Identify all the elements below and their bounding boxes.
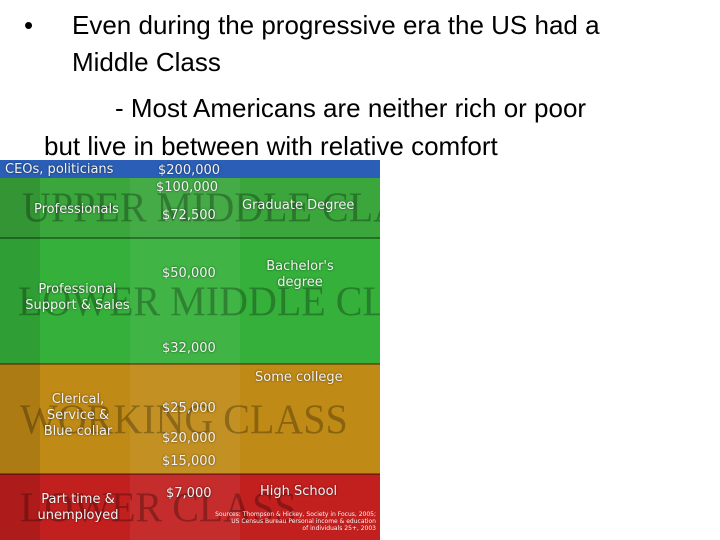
watermark-working-class: WORKING CLASS	[20, 395, 348, 444]
income-100000: $100,000	[156, 180, 219, 195]
band-upper-middle-class	[0, 178, 380, 238]
band-lower-class	[0, 474, 380, 540]
occupation-ceos: CEOs, politicians	[5, 162, 114, 177]
income-200000: $200,000	[158, 163, 221, 178]
occupation-professionals: Professionals	[34, 202, 119, 217]
bullet-icon: •	[24, 10, 34, 40]
education-high-school: High School	[260, 484, 338, 499]
occupation-part-time: Part time & unemployed	[30, 492, 126, 524]
column-shade-income	[130, 178, 240, 540]
source-note-line1: Sources: Thompson & Hickey, Society in F…	[215, 511, 376, 518]
source-note: Sources: Thompson & Hickey, Society in F…	[200, 511, 376, 532]
occupation-professional-support: Professional Support & Sales	[20, 282, 135, 314]
bullet-line-1: Even during the progressive era the US h…	[72, 10, 600, 40]
column-shade-left	[0, 178, 40, 540]
occupation-part-time-line1: Part time &	[41, 492, 115, 507]
occupation-clerical-line2: Service &	[46, 408, 110, 423]
band-lower-middle-class	[0, 238, 380, 364]
band-working-class	[0, 364, 380, 474]
divider-2	[0, 363, 380, 365]
income-32000: $32,000	[162, 341, 216, 356]
divider-3	[0, 473, 380, 475]
source-note-line3: of individuals 25+, 2003	[302, 525, 376, 532]
income-7000: $7,000	[166, 486, 212, 501]
income-72500: $72,500	[162, 208, 216, 223]
occupation-clerical-line1: Clerical,	[51, 392, 105, 407]
sub-bullet-line-1: - Most Americans are neither rich or poo…	[115, 93, 587, 123]
education-graduate: Graduate Degree	[242, 198, 355, 213]
watermark-lower-middle-class: LOWER MIDDLE CLASS	[18, 277, 380, 326]
divider-1	[0, 237, 380, 239]
education-some-college: Some college	[255, 370, 343, 385]
education-bachelors-line2: degree	[277, 275, 323, 290]
watermark-lower-class: LOWER CLASS	[20, 483, 297, 532]
occupation-clerical-line3: Blue collar	[43, 424, 113, 439]
occupation-clerical: Clerical, Service & Blue collar	[30, 392, 126, 440]
income-20000: $20,000	[162, 431, 216, 446]
education-bachelors-line1: Bachelor's	[266, 259, 334, 274]
bullet-line-2: Middle Class	[72, 47, 221, 77]
social-class-diagram: UPPER MIDDLE CLASS LOWER MIDDLE CLASS WO…	[0, 160, 380, 540]
income-25000: $25,000	[162, 401, 216, 416]
occupation-part-time-line2: unemployed	[37, 508, 119, 523]
occupation-professional-support-line2: Support & Sales	[25, 298, 130, 313]
watermark-upper-middle-class: UPPER MIDDLE CLASS	[22, 183, 380, 232]
income-15000: $15,000	[162, 454, 216, 469]
income-50000: $50,000	[162, 266, 216, 281]
occupation-professional-support-line1: Professional	[38, 282, 117, 297]
sub-bullet-line-2: but live in between with relative comfor…	[44, 131, 498, 161]
source-note-line2: US Census Bureau Personal income & educa…	[231, 518, 376, 525]
education-bachelors: Bachelor's degree	[254, 259, 346, 291]
band-top	[0, 160, 380, 178]
